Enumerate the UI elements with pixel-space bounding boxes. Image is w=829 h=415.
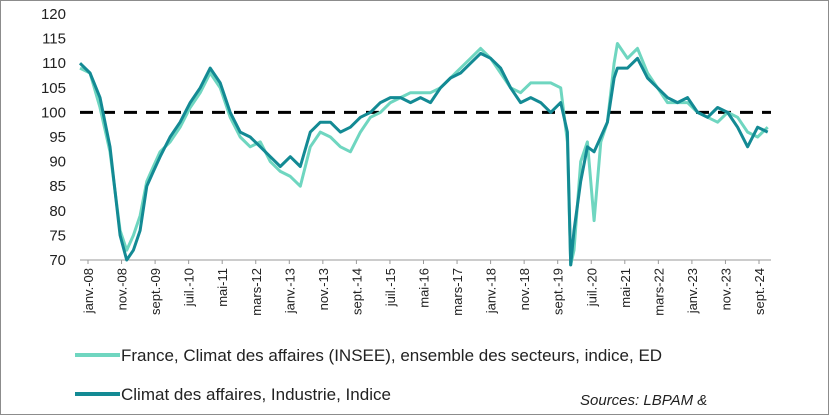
y-tick-label: 80 [49,203,66,220]
x-tick-label: janv.-18 [484,268,499,314]
series-line-2 [78,51,769,267]
legend-label-1: France, Climat des affaires (INSEE), ens… [121,346,662,365]
x-tick-label: janv.-13 [282,268,297,314]
y-tick-label: 120 [41,6,66,23]
x-tick-label: juil.-20 [584,268,599,307]
plot-area [78,42,769,267]
y-tick-label: 95 [49,129,66,146]
y-axis: 70 75 80 85 90 95 100 105 110 115 120 [41,6,66,269]
x-tick-label: mars-12 [249,268,264,316]
x-tick-label: nov.-18 [517,268,532,310]
x-tick-label: sept.-24 [752,268,767,315]
y-tick-label: 100 [41,104,66,121]
x-tick-label: janv.-23 [685,268,700,314]
x-tick-label: juil.-10 [182,268,197,307]
y-tick-label: 75 [49,227,66,244]
legend-label-2: Climat des affaires, Industrie, Indice [121,385,391,404]
x-tick-label: mai-16 [417,268,432,308]
y-tick-label: 105 [41,80,66,97]
y-tick-label: 115 [42,31,66,48]
x-tick-label: mars-22 [651,268,666,316]
x-tick-label: mars-17 [450,268,465,316]
legend: France, Climat des affaires (INSEE), ens… [75,346,662,404]
y-tick-label: 90 [49,154,66,171]
x-tick-label: janv.-08 [81,268,96,314]
source-note: Sources: LBPAM & [580,392,707,409]
x-axis: janv.-08 nov.-08 sept.-09 juil.-10 mai-11 mar… [80,259,771,316]
y-tick-label: 70 [49,252,66,269]
x-tick-label: nov.-13 [316,268,331,310]
y-tick-label: 110 [42,55,66,72]
x-tick-label: nov.-08 [115,268,130,310]
y-tick-label: 85 [49,178,66,195]
x-tick-label: sept.-19 [551,268,566,315]
x-tick-label: sept.-09 [148,268,163,315]
x-tick-label: mai-11 [215,268,230,307]
x-tick-label: sept.-14 [349,268,364,315]
series-line-1 [79,42,769,267]
x-tick-label: mai-21 [618,268,633,308]
x-tick-label: juil.-15 [383,268,398,307]
x-tick-label: nov.-23 [718,268,733,310]
